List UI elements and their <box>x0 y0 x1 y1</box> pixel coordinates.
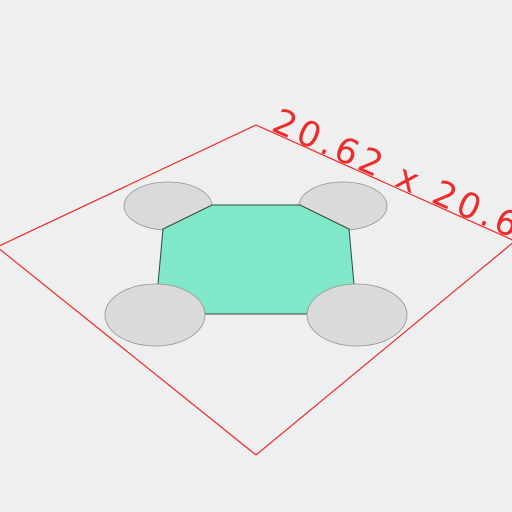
front-right-disc[interactable] <box>306 283 408 347</box>
bounding-box-outline[interactable] <box>0 124 512 456</box>
front-left-disc[interactable] <box>104 283 206 347</box>
base-plate[interactable] <box>157 204 355 315</box>
